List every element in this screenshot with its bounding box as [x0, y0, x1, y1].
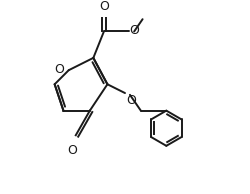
Text: O: O: [130, 24, 139, 37]
Text: O: O: [67, 144, 77, 157]
Text: O: O: [126, 94, 136, 107]
Text: O: O: [54, 63, 64, 76]
Text: O: O: [99, 0, 109, 13]
